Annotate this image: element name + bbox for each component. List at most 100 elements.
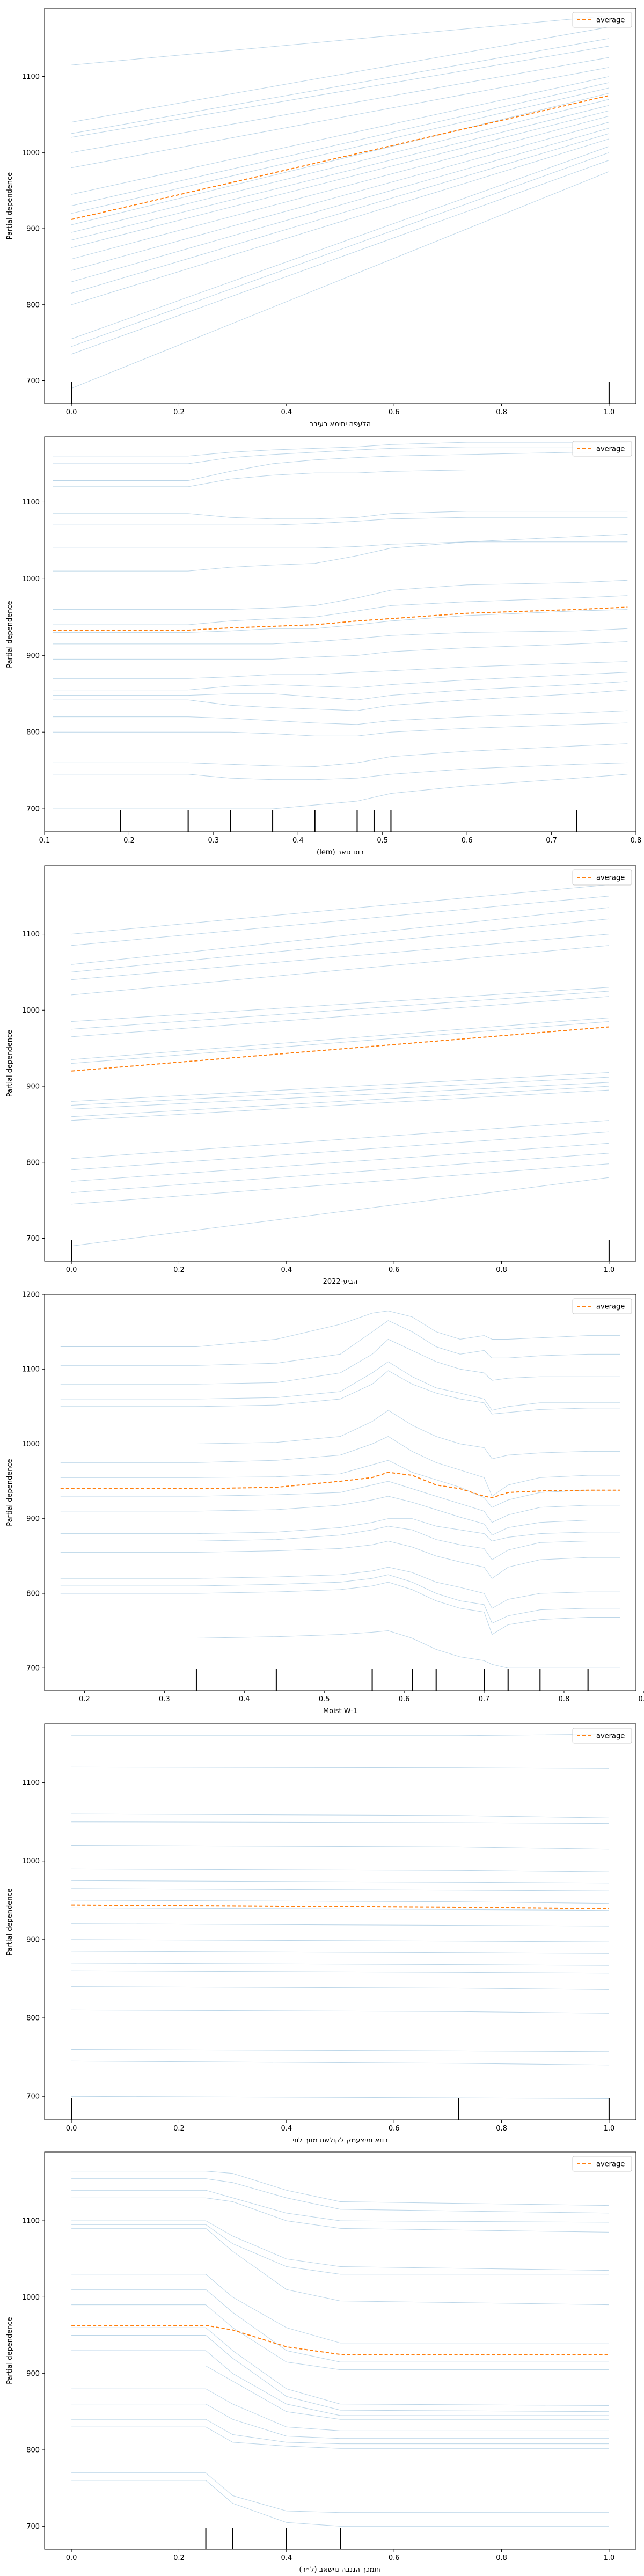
ice-line	[71, 76, 610, 195]
y-tick-label: 1100	[22, 2218, 40, 2226]
y-tick-label: 800	[26, 729, 40, 737]
ice-line	[71, 1868, 609, 1872]
legend: average	[572, 12, 632, 28]
ice-line	[53, 641, 628, 660]
ice-line	[71, 46, 609, 138]
ice-line	[53, 517, 628, 525]
ice-line	[53, 447, 628, 464]
ice-line	[60, 1311, 620, 1347]
ice-line	[71, 2472, 609, 2513]
ice-line	[71, 2335, 609, 2412]
y-tick-label: 900	[26, 1515, 40, 1523]
ice-line	[71, 38, 609, 134]
ice-line	[71, 1845, 609, 1850]
ice-line	[60, 1410, 620, 1459]
ice-line	[71, 1082, 609, 1109]
ice-line	[71, 1077, 609, 1106]
y-tick-label: 1000	[22, 575, 40, 583]
legend-label: average	[596, 1303, 625, 1311]
ice-line	[60, 1582, 620, 1635]
y-tick-label: 700	[26, 1235, 40, 1243]
x-tick-label: 0.8	[496, 2554, 507, 2562]
ice-line	[71, 146, 610, 339]
ice-line	[53, 541, 628, 548]
ice-line	[71, 115, 610, 260]
ice-line	[71, 1089, 609, 1121]
ice-line	[60, 1630, 620, 1668]
x-axis-label: רוזא ומיצעמק לקולשת מזוך לוזי	[292, 2136, 387, 2145]
average-line	[71, 1026, 609, 1072]
x-tick-label: 0.0	[66, 2554, 77, 2562]
ice-line	[53, 534, 628, 572]
x-axis-label: הביע-2022	[323, 1278, 358, 1286]
ice-line	[71, 1880, 609, 1884]
ice-line	[71, 57, 609, 153]
ice-line	[60, 1518, 620, 1542]
x-axis-label: Moist W-1	[323, 1707, 357, 1715]
ice-line	[53, 452, 628, 481]
average-line	[53, 606, 628, 631]
ice-line	[53, 681, 628, 700]
y-tick-label: 700	[26, 2523, 40, 2531]
legend: average	[572, 2156, 632, 2172]
ice-line	[71, 1951, 609, 1954]
y-tick-label: 700	[26, 1665, 40, 1673]
axes-frame	[44, 865, 636, 1262]
ice-line	[71, 1939, 609, 1942]
ice-line	[71, 133, 610, 294]
legend: average	[572, 869, 632, 885]
ice-line	[71, 1177, 609, 1247]
ice-line	[60, 1481, 620, 1523]
y-tick-label: 800	[26, 2015, 40, 2023]
ice-line	[71, 1163, 609, 1205]
chart-panel-3: 0.0 0.2 0.4 0.6 0.8 1.0 700 800 900 1000 1100 הביע-…	[6, 865, 636, 1286]
x-tick-label: 0.8	[631, 837, 642, 845]
ice-line	[71, 996, 609, 1037]
ice-line	[71, 918, 609, 972]
ice-line	[71, 1821, 609, 1824]
legend-label: average	[596, 445, 625, 453]
ice-line	[60, 1540, 620, 1579]
y-tick-label: 1000	[22, 1440, 40, 1448]
ice-line	[71, 1131, 609, 1170]
ice-line	[60, 1460, 620, 1508]
ice-line	[71, 1153, 609, 1193]
y-tick-label: 800	[26, 301, 40, 309]
chart-panel-1: 0.0 0.2 0.4 0.6 0.8 1.0 700 800 900 1000 1100 הלעפה…	[6, 8, 636, 428]
ice-line	[71, 2480, 609, 2527]
ice-line	[71, 1813, 609, 1818]
y-tick-label: 1100	[22, 499, 40, 507]
ice-line	[71, 2289, 609, 2362]
ice-line	[71, 884, 609, 935]
x-tick-label: 0.4	[292, 837, 304, 845]
plot-area	[71, 15, 610, 389]
ice-line	[71, 171, 610, 389]
x-tick-label: 0.2	[173, 408, 185, 416]
x-tick-label: 0.4	[239, 1695, 250, 1703]
x-tick-label: 0.2	[173, 2554, 185, 2562]
ice-line	[71, 160, 610, 355]
axes-frame	[44, 8, 636, 404]
axes-frame	[44, 436, 636, 832]
x-tick-label: 0.8	[496, 1266, 507, 1274]
ice-line	[71, 105, 610, 240]
ice-line	[71, 1018, 609, 1060]
ice-line	[60, 1526, 620, 1560]
y-axis-label: Partial dependence	[6, 1888, 14, 1955]
ice-line	[53, 595, 628, 625]
ice-line	[71, 2426, 609, 2449]
x-tick-label: 0.4	[281, 2125, 292, 2133]
y-tick-label: 900	[26, 225, 40, 233]
ice-line	[71, 2327, 609, 2406]
x-tick-label: 0.2	[173, 2125, 185, 2133]
ice-line	[53, 661, 628, 679]
x-axis-label: הלעפה יתימא רעיבב	[310, 420, 371, 428]
ice-line	[71, 1923, 609, 1927]
x-tick-label: 0.7	[479, 1695, 490, 1703]
legend-box	[572, 1298, 632, 1314]
legend-label: average	[596, 1732, 625, 1740]
legend-label: average	[596, 874, 625, 882]
ice-line	[71, 896, 609, 946]
ice-line	[71, 2304, 609, 2370]
